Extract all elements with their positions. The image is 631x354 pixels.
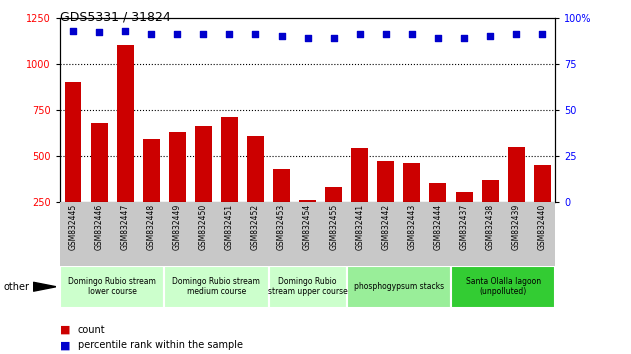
Point bbox=[407, 32, 417, 37]
Point bbox=[225, 32, 235, 37]
Bar bbox=[117, 45, 134, 248]
Point bbox=[511, 32, 521, 37]
Text: GSM832450: GSM832450 bbox=[199, 204, 208, 250]
Bar bbox=[351, 148, 369, 248]
Point bbox=[459, 35, 469, 41]
Bar bbox=[164, 266, 269, 308]
Bar bbox=[60, 266, 164, 308]
Bar bbox=[247, 136, 264, 248]
Text: GSM832441: GSM832441 bbox=[355, 204, 364, 250]
Point bbox=[380, 32, 391, 37]
Point bbox=[172, 32, 182, 37]
Text: GSM832438: GSM832438 bbox=[486, 204, 495, 250]
Text: percentile rank within the sample: percentile rank within the sample bbox=[78, 341, 242, 350]
Point bbox=[68, 28, 78, 33]
Text: GSM832447: GSM832447 bbox=[121, 204, 129, 250]
Text: GSM832444: GSM832444 bbox=[433, 204, 442, 250]
Text: GSM832455: GSM832455 bbox=[329, 204, 338, 250]
Bar bbox=[64, 82, 81, 248]
Bar bbox=[299, 200, 316, 248]
Text: GSM832445: GSM832445 bbox=[69, 204, 78, 250]
Bar bbox=[377, 161, 394, 248]
Text: Domingo Rubio stream
medium course: Domingo Rubio stream medium course bbox=[172, 277, 261, 296]
Text: Santa Olalla lagoon
(unpolluted): Santa Olalla lagoon (unpolluted) bbox=[466, 277, 541, 296]
Bar bbox=[456, 192, 473, 248]
Text: ■: ■ bbox=[60, 325, 71, 335]
Text: GSM832452: GSM832452 bbox=[251, 204, 260, 250]
Point bbox=[251, 32, 261, 37]
Bar bbox=[508, 147, 524, 248]
Text: GSM832454: GSM832454 bbox=[303, 204, 312, 250]
Bar bbox=[269, 266, 346, 308]
Bar bbox=[221, 117, 238, 248]
Polygon shape bbox=[33, 282, 56, 291]
Bar bbox=[534, 165, 551, 248]
Text: GSM832451: GSM832451 bbox=[225, 204, 234, 250]
Bar bbox=[403, 163, 420, 248]
Text: Domingo Rubio
stream upper course: Domingo Rubio stream upper course bbox=[268, 277, 348, 296]
Bar bbox=[451, 266, 555, 308]
Bar bbox=[481, 180, 498, 248]
Bar bbox=[430, 183, 447, 248]
Point bbox=[146, 32, 156, 37]
Bar bbox=[273, 169, 290, 248]
Bar bbox=[143, 139, 160, 248]
Point bbox=[537, 32, 547, 37]
Text: GSM832439: GSM832439 bbox=[512, 204, 521, 250]
Text: GSM832446: GSM832446 bbox=[95, 204, 103, 250]
Bar bbox=[168, 132, 186, 248]
Point bbox=[276, 33, 286, 39]
Point bbox=[485, 33, 495, 39]
Point bbox=[433, 35, 443, 41]
Text: GSM832449: GSM832449 bbox=[173, 204, 182, 250]
Text: Domingo Rubio stream
lower course: Domingo Rubio stream lower course bbox=[68, 277, 156, 296]
Text: GSM832440: GSM832440 bbox=[538, 204, 546, 250]
Text: ■: ■ bbox=[60, 341, 71, 350]
Text: other: other bbox=[3, 282, 29, 292]
Bar bbox=[195, 126, 212, 248]
Bar bbox=[325, 187, 342, 248]
Point bbox=[120, 28, 130, 33]
Text: GSM832442: GSM832442 bbox=[381, 204, 391, 250]
Point bbox=[355, 32, 365, 37]
Bar bbox=[91, 122, 107, 248]
Text: GDS5331 / 31824: GDS5331 / 31824 bbox=[60, 11, 171, 24]
Text: GSM832437: GSM832437 bbox=[459, 204, 469, 250]
Point bbox=[329, 35, 339, 41]
Bar bbox=[346, 266, 451, 308]
Text: phosphogypsum stacks: phosphogypsum stacks bbox=[354, 282, 444, 291]
Point bbox=[94, 30, 104, 35]
Text: GSM832443: GSM832443 bbox=[408, 204, 416, 250]
Point bbox=[198, 32, 208, 37]
Point bbox=[302, 35, 312, 41]
Text: GSM832448: GSM832448 bbox=[146, 204, 156, 250]
Text: count: count bbox=[78, 325, 105, 335]
Text: GSM832453: GSM832453 bbox=[277, 204, 286, 250]
